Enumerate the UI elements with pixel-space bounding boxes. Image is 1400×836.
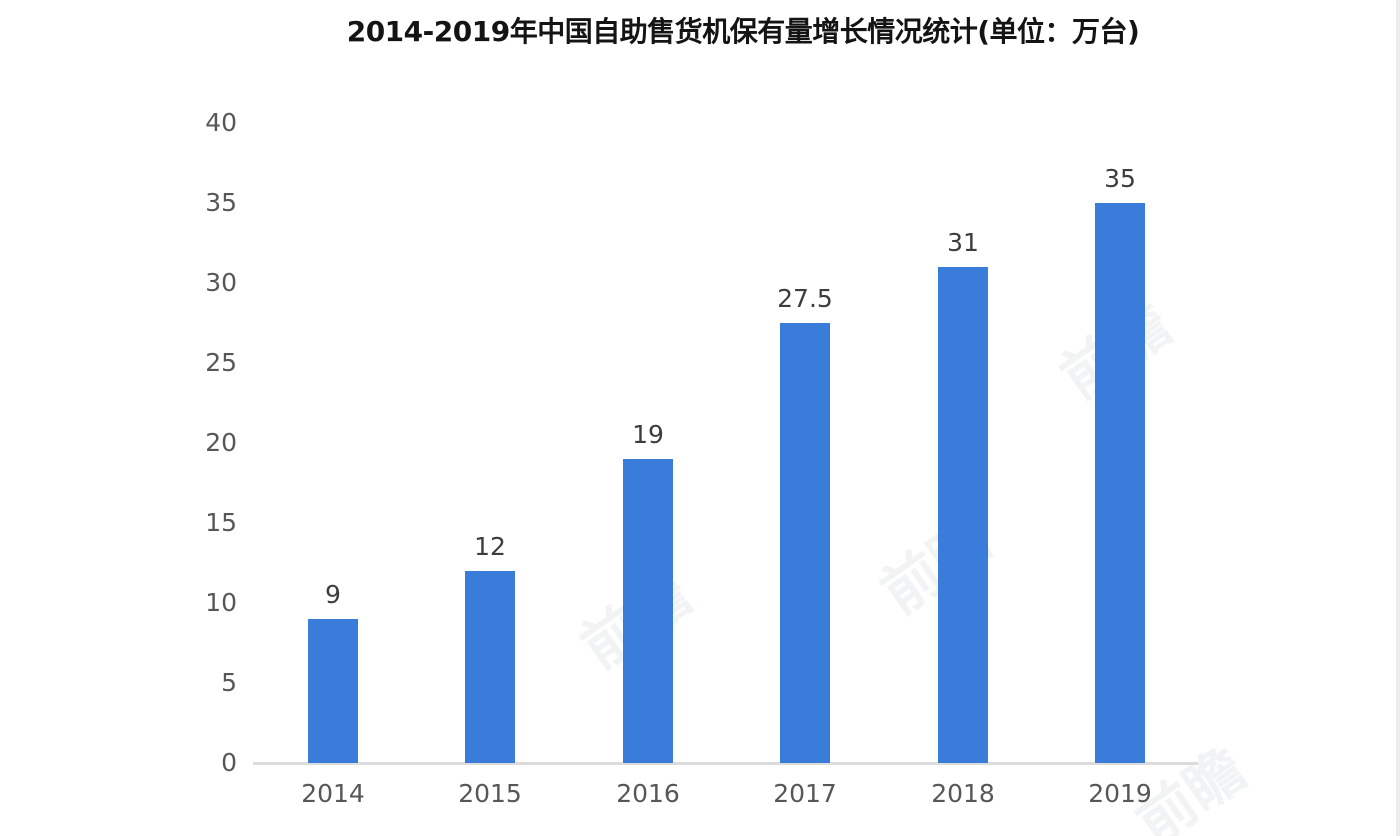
bar-value-label: 31 [947,228,979,257]
y-tick-label: 20 [205,428,237,457]
y-tick-label: 10 [205,588,237,617]
x-tick-label: 2019 [1088,779,1152,808]
y-tick-label: 40 [205,108,237,137]
y-tick-label: 25 [205,348,237,377]
x-tick-label: 2016 [616,779,680,808]
y-tick-label: 5 [221,668,237,697]
bar-value-label: 27.5 [777,284,833,313]
bar-value-label: 12 [474,532,506,561]
bar-2019 [1095,203,1145,763]
bar-2017 [780,323,830,763]
bar-value-label: 19 [632,420,664,449]
bar-2015 [465,571,515,763]
x-axis-line [253,762,1198,765]
y-tick-label: 15 [205,508,237,537]
y-tick-label: 35 [205,188,237,217]
bar-2016 [623,459,673,763]
bar-value-label: 35 [1104,164,1136,193]
bar-2014 [308,619,358,763]
bar-value-label: 9 [325,580,341,609]
x-tick-label: 2015 [458,779,522,808]
y-tick-label: 30 [205,268,237,297]
x-tick-label: 2014 [301,779,365,808]
x-tick-label: 2017 [773,779,837,808]
screenshot-right-edge [1396,0,1400,836]
bar-2018 [938,267,988,763]
x-tick-label: 2018 [931,779,995,808]
chart-title: 2014-2019年中国自助售货机保有量增长情况统计(单位：万台) [346,15,1140,48]
y-tick-label: 0 [221,748,237,777]
